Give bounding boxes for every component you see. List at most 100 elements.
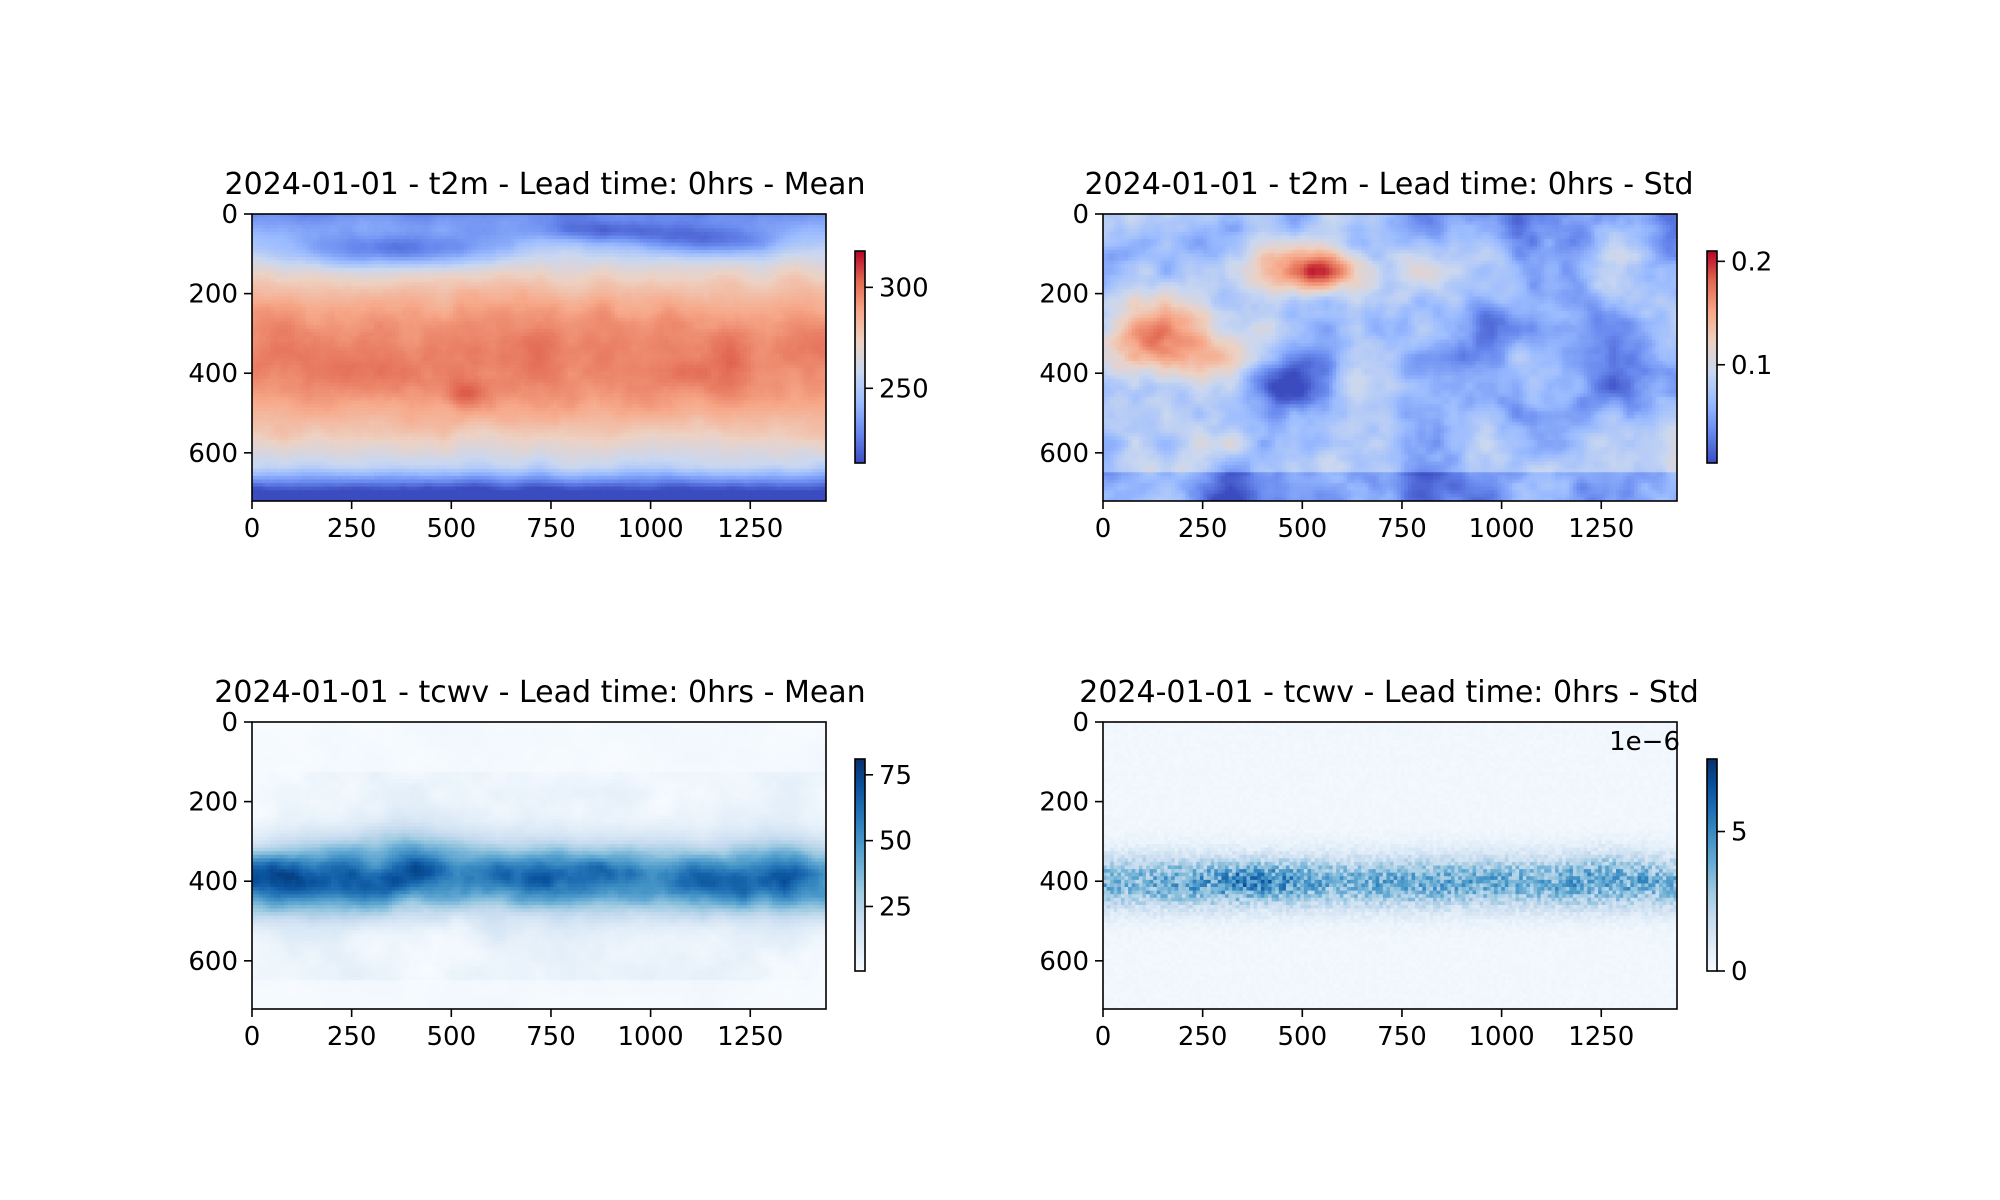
heatmap-cell xyxy=(686,236,690,240)
heatmap-cell xyxy=(718,236,722,240)
heatmap-cell xyxy=(313,282,317,286)
heatmap-cell xyxy=(672,264,676,268)
heatmap-cell xyxy=(593,228,597,232)
heatmap-cell xyxy=(507,218,511,222)
heatmap-cell xyxy=(263,279,267,283)
heatmap-cell xyxy=(819,261,823,265)
heatmap-cell xyxy=(557,268,561,272)
heatmap-cell xyxy=(349,239,353,243)
heatmap-cell xyxy=(489,275,493,279)
heatmap-cell xyxy=(360,271,364,275)
heatmap-cell xyxy=(758,225,762,229)
heatmap-cell xyxy=(779,275,783,279)
heatmap-cell xyxy=(729,218,733,222)
heatmap-cell xyxy=(804,275,808,279)
heatmap-cell xyxy=(485,271,489,275)
heatmap-cell xyxy=(650,279,654,283)
heatmap-cell xyxy=(363,239,367,243)
heatmap-cell xyxy=(582,257,586,261)
heatmap-cell xyxy=(704,236,708,240)
heatmap-cell xyxy=(736,271,740,275)
heatmap-cell xyxy=(381,271,385,275)
heatmap-cell xyxy=(259,246,263,250)
heatmap-cell xyxy=(399,275,403,279)
heatmap-cell xyxy=(284,246,288,250)
heatmap-cell xyxy=(539,253,543,257)
heatmap-cell xyxy=(783,218,787,222)
heatmap-cell xyxy=(546,228,550,232)
heatmap-cell xyxy=(403,246,407,250)
heatmap-cell xyxy=(528,250,532,254)
heatmap-cell xyxy=(489,253,493,257)
heatmap-cell xyxy=(586,225,590,229)
heatmap-cell xyxy=(439,218,443,222)
heatmap-cell xyxy=(327,257,331,261)
heatmap-cell xyxy=(783,250,787,254)
heatmap-cell xyxy=(575,221,579,225)
heatmap-cell xyxy=(686,275,690,279)
heatmap-cell xyxy=(797,243,801,247)
heatmap-cell xyxy=(374,257,378,261)
heatmap-cell xyxy=(715,275,719,279)
heatmap-cell xyxy=(399,271,403,275)
heatmap-cell xyxy=(500,236,504,240)
heatmap-cell xyxy=(733,218,737,222)
heatmap-cell xyxy=(801,221,805,225)
heatmap-cell xyxy=(679,228,683,232)
heatmap-cell xyxy=(392,257,396,261)
heatmap-cell xyxy=(277,282,281,286)
heatmap-cell xyxy=(256,218,260,222)
heatmap-cell xyxy=(672,232,676,236)
heatmap-cell xyxy=(406,275,410,279)
heatmap-cell xyxy=(675,232,679,236)
heatmap-cell xyxy=(747,271,751,275)
heatmap-cell xyxy=(442,253,446,257)
heatmap-cell xyxy=(794,261,798,265)
heatmap-cell xyxy=(503,261,507,265)
heatmap-cell xyxy=(306,239,310,243)
heatmap-cell xyxy=(288,275,292,279)
heatmap-cell xyxy=(600,282,604,286)
heatmap-cell xyxy=(417,246,421,250)
heatmap-cell xyxy=(370,264,374,268)
heatmap-cell xyxy=(295,250,299,254)
heatmap-cell xyxy=(295,236,299,240)
heatmap-cell xyxy=(259,225,263,229)
heatmap-cell xyxy=(686,253,690,257)
heatmap-cell xyxy=(410,232,414,236)
heatmap-cell xyxy=(345,221,349,225)
heatmap-cell xyxy=(396,282,400,286)
heatmap-cell xyxy=(801,257,805,261)
heatmap-cell xyxy=(535,264,539,268)
heatmap-cell xyxy=(360,250,364,254)
heatmap-cell xyxy=(675,243,679,247)
heatmap-cell xyxy=(360,243,364,247)
heatmap-cell xyxy=(345,275,349,279)
heatmap-cell xyxy=(392,279,396,283)
heatmap-cell xyxy=(460,275,464,279)
heatmap-cell xyxy=(521,225,525,229)
heatmap-cell xyxy=(482,271,486,275)
heatmap-cell xyxy=(309,243,313,247)
heatmap-cell xyxy=(815,268,819,272)
heatmap-cell xyxy=(611,268,615,272)
heatmap-cell xyxy=(808,271,812,275)
heatmap-cell xyxy=(715,243,719,247)
heatmap-cell xyxy=(546,275,550,279)
heatmap-cell xyxy=(335,246,339,250)
heatmap-cell xyxy=(467,282,471,286)
heatmap-cell xyxy=(808,282,812,286)
heatmap-cell xyxy=(478,275,482,279)
heatmap-cell xyxy=(378,239,382,243)
heatmap-cell xyxy=(424,218,428,222)
heatmap-cell xyxy=(754,236,758,240)
heatmap-cell xyxy=(812,264,816,268)
heatmap-cell xyxy=(324,232,328,236)
heatmap-cell xyxy=(636,246,640,250)
heatmap-cell xyxy=(306,275,310,279)
heatmap-cell xyxy=(650,261,654,265)
heatmap-cell xyxy=(704,257,708,261)
heatmap-cell xyxy=(256,236,260,240)
heatmap-cell xyxy=(704,282,708,286)
heatmap-cell xyxy=(417,218,421,222)
